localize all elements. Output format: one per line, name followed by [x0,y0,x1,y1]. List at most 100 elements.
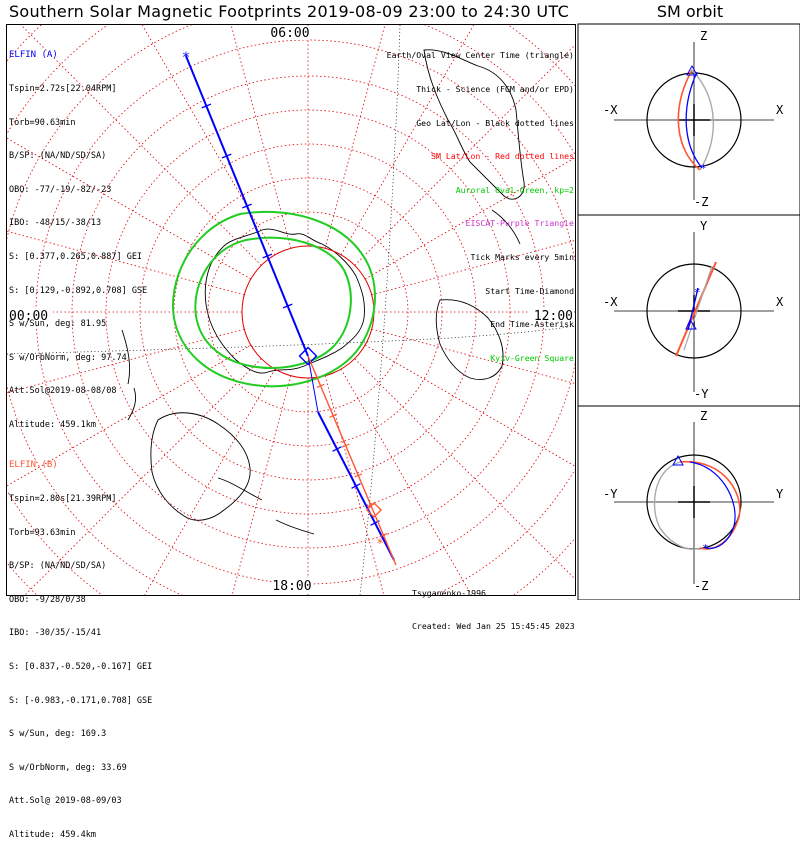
elfin-a-spin: Tspin=2.72s[22.04RPM] [9,84,117,94]
elfin-b-info: ELFIN (B) Tspin=2.80s[21.39RPM] Torb=93.… [9,438,152,852]
elfin-a-obo: OBO: -77/-19/-82/-23 [9,184,112,195]
elfin-b-tick [341,443,350,448]
elfin-b-tick [316,383,325,388]
elfin-b-altitude: Altitude: 459.4km [9,829,96,840]
legend-item-tick-marks: Tick Marks every 5min [470,252,574,263]
legend-item-sm-grid: SM Lat/Lon - Red dotted lines [431,151,574,162]
antarctica-coastline [204,228,365,374]
elfin-b-start-diamond [365,501,383,519]
legend-item-auroral-oval: Auroral Oval-Green, kp=2 [455,184,574,195]
elfin-b-spin: Tspin=2.80s[21.39RPM] [9,494,117,504]
sm-meridian [7,328,245,394]
legend: Earth/Oval View Center Time (triangle) T… [387,28,574,375]
sm-meridian [24,358,262,595]
indonesia-coastline [217,477,315,535]
elfin-a-track: * [182,50,395,561]
sm-meridian [340,368,472,595]
orbit-panel-yz: * Z -Z -Y Y [577,405,800,600]
legend-item-view-center: Earth/Oval View Center Time (triangle) [386,50,574,61]
elfin-b-tick [379,533,388,538]
elfin-a-info: ELFIN (A) Tspin=2.72s[22.04RPM] Torb=90.… [9,28,147,442]
panel2-bottom-label: -Y [694,387,709,401]
elfin-b-tick [354,473,363,478]
elfin-a-torb: Torb=90.63min [9,117,76,128]
auroral-oval-outer [172,210,376,388]
elfin-b-attsol: Att.Sol@ 2019-08-09/03 [9,796,122,807]
sm-meridian [7,137,252,280]
elfin-b-track: * [307,355,397,566]
elfin-a-altitude: Altitude: 459.1km [9,419,96,430]
sm-meridian [324,25,386,249]
elfin-b-trace [307,355,397,566]
footer-created: Created: Wed Jan 25 15:45:45 2023 [412,621,575,631]
elfin-a-tick [351,483,361,489]
elfin-b-tick [329,413,338,418]
elfin-a-orbnorm: S w/OrbNorm, deg: 97.74 [9,352,127,363]
panel3-top-label: Z [700,409,707,423]
panel1-top-label: Z [700,29,707,43]
footprint-map: * * 06:00 00:00 12:00 18:00 [7,23,800,600]
continents [121,49,525,535]
elfin-b-obo: OBO: -9/28/0/38 [9,594,86,605]
panel2-left-label: -X [603,295,618,309]
elfin-a-start-diamond [298,346,318,366]
elfin-a-tick [282,303,293,309]
panel1-right-label: X [776,103,784,117]
legend-item-kyiv: Kyiv-Green Square [490,352,574,363]
elfin-b-ibo: IBO: -30/35/-15/41 [9,628,102,639]
south-america-coastline [423,49,525,200]
svg-text:*: * [700,162,707,175]
sm-meridian [371,240,575,296]
footer: Tsyganenko-1996 Created: Wed Jan 25 15:4… [412,566,575,643]
elfin-b-gse: S: [-0.983,-0.171,0.708] GSE [9,695,153,706]
orbit-panel-xz: * Z -Z -X X [577,23,800,216]
elfin-a-gse: S: [0.129,-0.892,0.708] GSE [9,285,148,296]
new-zealand [121,329,137,421]
panel3-right-label: Y [776,487,784,501]
svg-text:*: * [702,542,709,555]
sm-meridian [7,344,252,487]
sm-meridian [340,25,475,256]
elfin-a-tick [262,253,273,259]
footer-credit: Tsyganenko-1996 [412,588,486,598]
sm-meridian [354,358,575,580]
mlt-label-left: 00:00 [9,309,48,324]
elfin-b-gei: S: [0.837,-0.520,-0.167] GEI [9,661,153,672]
sm-meridian [141,25,276,256]
legend-item-eiscat: EISCAT-Purple Triangle [465,218,574,229]
panel3-bottom-label: -Z [694,579,708,593]
elfin-b-end-asterisk: * [376,537,384,552]
sm-meridian [231,375,292,595]
sm-longitude-lines [7,25,575,595]
footprint-panel-frame [6,24,576,596]
legend-item-end-time: End Time-Asterisk [490,319,574,330]
legend-item-start-time: Start Time-Diamond [485,285,574,296]
mlt-label-bottom: 18:00 [272,579,311,594]
elfin-a-sun: S w/Sun, deg: 81.95 [9,319,107,330]
auroral-oval [172,210,376,388]
orbit-title: SM orbit [656,2,724,21]
sm-ring [207,211,409,413]
sm-meridian [324,375,385,595]
elfin-a-attsol: Att.Sol@2019-08-08/08 [9,386,117,397]
mlt-label-top: 06:00 [270,26,309,41]
elfin-b-orbnorm: S w/OrbNorm, deg: 33.69 [9,762,127,773]
auroral-oval-inner [194,236,352,369]
mlt-label-right: 12:00 [534,309,573,324]
elfin-b-name: ELFIN (B) [9,460,58,471]
sm-meridian [364,344,575,467]
elfin-b-bsp: B/SP: (NA/ND/SD/SA) [9,561,107,572]
sm-meridian [371,328,575,384]
elfin-a-ibo: IBO: -48/15/-38/13 [9,218,102,229]
panel2-right-label: X [776,295,784,309]
elfin-a-trace-thin [307,355,319,413]
sm-meridian [354,44,575,266]
sm-orbit-panels: * Z -Z -X X * Y -Y -X X [577,23,800,600]
elfin-a-tick [242,203,252,209]
elfin-a-gei: S: [0.377,0.265,0.887] GEI [9,251,143,262]
elfin-b-torb: Torb=93.63min [9,527,76,538]
southern-africa-tip [491,209,521,245]
panel3-left-label: -Y [603,487,618,501]
sm-meridian [144,368,276,595]
sm-meridian [230,25,292,249]
